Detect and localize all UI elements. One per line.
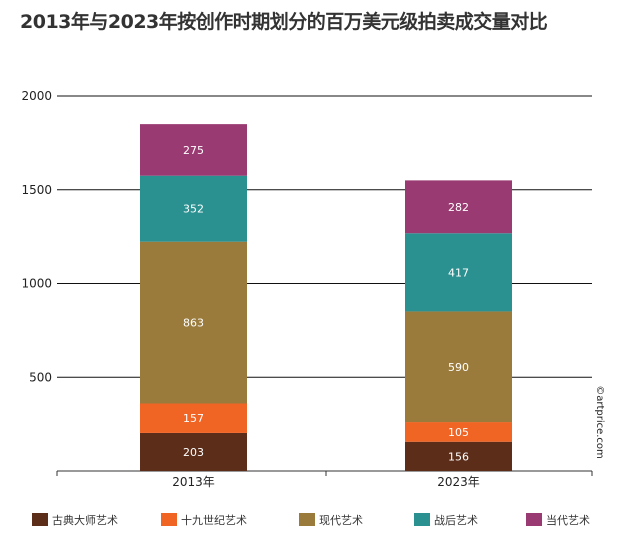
data-label: 282 bbox=[448, 201, 469, 214]
x-tick-label: 2023年 bbox=[437, 475, 480, 489]
data-label: 352 bbox=[183, 203, 204, 216]
bar-segment bbox=[140, 403, 247, 433]
data-label: 157 bbox=[183, 412, 204, 425]
bar-segment bbox=[405, 311, 512, 423]
bar-segment bbox=[405, 422, 512, 442]
bar-segment bbox=[140, 432, 247, 471]
legend-label: 战后艺术 bbox=[434, 514, 478, 527]
data-label: 863 bbox=[183, 317, 204, 330]
y-tick-label: 500 bbox=[29, 370, 52, 384]
bar-segment bbox=[405, 180, 512, 234]
y-tick-label: 1000 bbox=[21, 277, 52, 291]
chart-title: 2013年与2023年按创作时期划分的百万美元级拍卖成交量对比 bbox=[20, 11, 548, 33]
legend-label: 古典大师艺术 bbox=[52, 513, 118, 527]
data-label: 417 bbox=[448, 266, 469, 279]
data-label: 590 bbox=[448, 361, 469, 374]
data-label: 105 bbox=[448, 426, 469, 439]
data-label: 203 bbox=[183, 446, 204, 459]
bar-segment bbox=[140, 241, 247, 404]
legend-swatch bbox=[161, 513, 177, 526]
legend-label: 当代艺术 bbox=[546, 513, 590, 527]
bar-segment bbox=[405, 233, 512, 312]
legend-label: 现代艺术 bbox=[319, 514, 363, 527]
data-label: 156 bbox=[448, 450, 469, 463]
legend-swatch bbox=[526, 513, 542, 526]
data-label: 275 bbox=[183, 144, 204, 157]
x-tick-label: 2013年 bbox=[172, 475, 215, 489]
legend-swatch bbox=[32, 513, 48, 526]
bar-segment bbox=[405, 441, 512, 471]
bar-segment bbox=[140, 124, 247, 176]
y-tick-label: 1500 bbox=[21, 183, 52, 197]
bar-segment bbox=[140, 175, 247, 242]
y-tick-label: 2000 bbox=[21, 89, 52, 103]
legend-label: 十九世纪艺术 bbox=[181, 513, 247, 527]
watermark: ©artprice.com bbox=[594, 385, 605, 459]
legend-swatch bbox=[414, 513, 430, 526]
legend-swatch bbox=[299, 513, 315, 526]
